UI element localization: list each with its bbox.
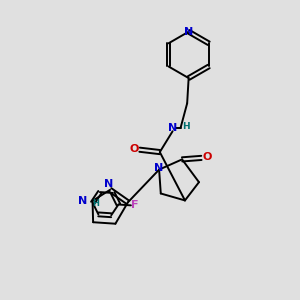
- Text: N: N: [104, 179, 113, 190]
- Text: N: N: [168, 123, 177, 133]
- Text: N: N: [78, 196, 88, 206]
- Text: O: O: [130, 143, 139, 154]
- Text: H: H: [182, 122, 190, 131]
- Text: H: H: [93, 199, 100, 208]
- Text: N: N: [184, 27, 193, 37]
- Text: N: N: [154, 164, 163, 173]
- Text: O: O: [203, 152, 212, 162]
- Text: F: F: [131, 200, 139, 210]
